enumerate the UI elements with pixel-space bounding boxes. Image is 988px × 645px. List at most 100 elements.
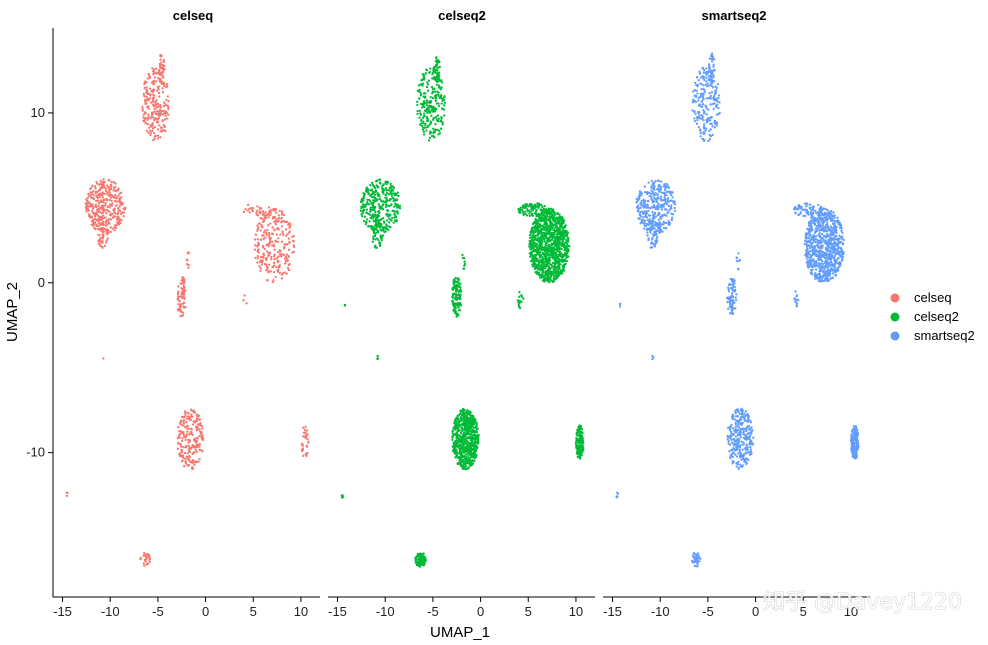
point xyxy=(699,129,702,132)
point xyxy=(306,438,309,441)
point xyxy=(654,223,657,226)
point xyxy=(541,271,544,274)
point xyxy=(693,100,697,103)
point xyxy=(434,116,437,119)
point xyxy=(380,218,383,221)
point xyxy=(454,306,457,310)
point xyxy=(443,104,446,107)
point xyxy=(144,560,147,563)
point xyxy=(673,206,676,210)
point xyxy=(262,220,266,223)
point xyxy=(108,191,111,194)
point xyxy=(647,181,650,184)
point xyxy=(289,225,292,228)
point xyxy=(532,231,535,235)
point xyxy=(705,127,708,130)
point xyxy=(727,290,731,293)
point xyxy=(263,262,267,266)
point xyxy=(179,432,182,436)
point xyxy=(110,180,113,183)
point xyxy=(181,455,185,459)
point xyxy=(92,198,95,201)
point xyxy=(378,226,381,229)
point xyxy=(667,204,670,208)
point xyxy=(184,414,187,418)
point xyxy=(473,443,476,446)
point xyxy=(287,255,290,258)
point xyxy=(453,446,456,450)
point xyxy=(105,197,108,201)
point xyxy=(90,216,94,219)
point xyxy=(376,198,379,201)
point xyxy=(164,103,167,107)
point xyxy=(66,491,69,495)
point xyxy=(371,183,374,186)
point xyxy=(377,238,380,242)
facet-title-celseq: celseq xyxy=(173,8,214,23)
point xyxy=(102,178,105,181)
point xyxy=(649,192,653,196)
point xyxy=(109,203,112,206)
point xyxy=(147,113,150,116)
point xyxy=(259,211,262,214)
point xyxy=(535,259,538,263)
point xyxy=(561,256,565,259)
point xyxy=(657,218,661,221)
point xyxy=(546,280,549,283)
point xyxy=(707,96,711,100)
point xyxy=(700,83,703,86)
point xyxy=(269,270,272,273)
point xyxy=(361,199,364,203)
point xyxy=(380,199,383,202)
point xyxy=(159,105,162,109)
point xyxy=(656,226,660,229)
point xyxy=(268,263,271,266)
point xyxy=(467,461,470,465)
point xyxy=(267,216,270,219)
point xyxy=(186,457,190,460)
point xyxy=(547,276,551,280)
point xyxy=(187,417,190,420)
point xyxy=(659,215,662,219)
scatter-points-smartseq2 xyxy=(615,52,860,568)
point xyxy=(386,209,390,212)
point xyxy=(541,206,544,209)
point xyxy=(376,230,380,234)
point xyxy=(103,244,107,247)
point xyxy=(539,230,542,233)
point xyxy=(541,258,545,261)
point xyxy=(384,181,387,185)
point xyxy=(565,256,568,260)
point xyxy=(657,205,661,208)
point xyxy=(395,220,398,223)
point xyxy=(164,110,167,113)
point xyxy=(701,137,704,141)
point xyxy=(550,216,553,219)
point xyxy=(645,216,648,219)
point xyxy=(104,189,108,192)
point xyxy=(177,285,180,288)
point xyxy=(470,462,473,465)
point xyxy=(260,263,264,266)
point xyxy=(102,211,105,214)
point xyxy=(188,450,192,454)
point xyxy=(698,72,702,75)
point xyxy=(303,428,306,431)
point xyxy=(421,73,425,76)
point xyxy=(699,135,702,138)
point xyxy=(373,185,376,188)
point xyxy=(259,238,263,241)
point xyxy=(543,239,546,243)
point xyxy=(556,249,559,253)
point xyxy=(159,130,162,133)
point xyxy=(385,196,388,199)
point xyxy=(538,214,542,217)
point xyxy=(461,437,464,440)
point xyxy=(257,226,260,229)
point xyxy=(280,225,284,228)
point xyxy=(671,213,675,216)
point xyxy=(187,459,191,462)
point xyxy=(119,201,122,205)
point xyxy=(156,89,159,92)
point xyxy=(437,102,440,105)
